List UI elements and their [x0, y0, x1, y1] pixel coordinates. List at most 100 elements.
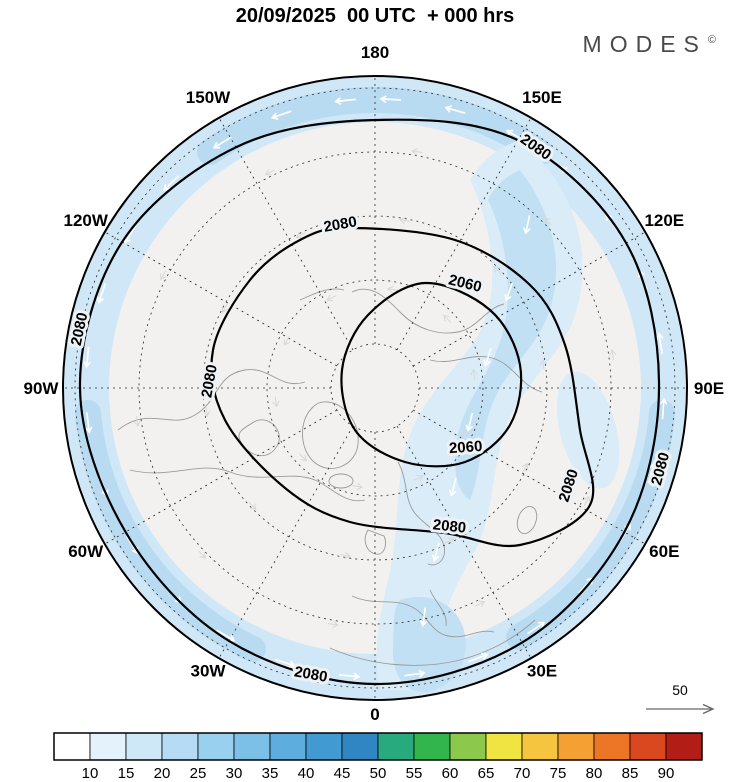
wind-arrow — [338, 674, 359, 678]
colorbar-tick: 45 — [334, 765, 351, 782]
longitude-label: 30E — [527, 661, 557, 680]
wind-arrow — [205, 406, 208, 417]
wind-arrow — [661, 399, 665, 420]
colorbar-tick: 35 — [262, 765, 279, 782]
wind-arrow-head — [416, 474, 424, 482]
meridian-line — [396, 425, 531, 658]
coastline-caspian — [516, 506, 538, 534]
wind-arrow — [472, 369, 476, 380]
wind-arrow — [544, 217, 552, 226]
colorbar-segment — [449, 732, 487, 761]
colorbar-tick: 40 — [298, 765, 315, 782]
wind-arrow-head — [96, 296, 105, 304]
wind-arrow-head — [283, 339, 291, 346]
wind-arrow — [326, 295, 337, 301]
colorbar-segment — [161, 732, 199, 761]
wind-arrow — [493, 266, 502, 275]
meridian-line — [105, 409, 338, 544]
colorbar-tick: 55 — [406, 765, 423, 782]
colorbar-segment — [665, 732, 703, 761]
colorbar-segment — [89, 732, 127, 761]
wind-arrow-head — [659, 397, 668, 405]
wind-arrow — [444, 538, 454, 544]
coastline-siberia — [351, 288, 505, 334]
wind-arrow-head — [379, 95, 387, 104]
wind-arrow-head — [203, 410, 211, 418]
wind-arrow-head — [353, 672, 361, 681]
colorbar: 10 15 20 25 30 35 40 45 50 55 60 65 70 75 80 85 90 — [53, 732, 703, 782]
wind-arrow — [274, 396, 278, 407]
meridian-line — [105, 232, 338, 367]
meridian-line — [219, 118, 354, 351]
wind-arrow-head — [609, 349, 617, 356]
map-content — [64, 77, 686, 699]
wind-arrow — [216, 629, 235, 642]
wind-arrow-head — [648, 462, 657, 470]
wind-arrow — [506, 130, 526, 142]
colorbar-tick: 85 — [622, 765, 639, 782]
wind-arrow-head — [481, 652, 489, 660]
wind-arrow-head — [505, 129, 514, 137]
wind-arrow — [222, 303, 228, 313]
wind-arrow-head — [583, 495, 590, 503]
wind-arrow-head — [356, 482, 364, 490]
longitude-labels: 180 150E 120E 90E 60E 30E 0 30W 60W 90W 120W 150W — [24, 43, 725, 724]
wind-arrow-head — [133, 420, 141, 427]
chart-title: 20/09/2025 00 UTC + 000 hrs — [236, 5, 515, 27]
colorbar-segment — [53, 732, 91, 761]
wind-arrow — [467, 412, 474, 431]
wind-arrow-head — [443, 314, 450, 322]
wind-arrow-head — [431, 554, 440, 562]
wind-arrow — [400, 219, 410, 222]
wind-arrow-head — [655, 332, 664, 340]
wind-arrow — [124, 225, 137, 243]
wind-arrow-head — [493, 266, 501, 273]
coastline — [129, 467, 366, 502]
colorbar-segment — [341, 732, 379, 761]
longitude-label: 180 — [361, 43, 389, 62]
colorbar-segment — [233, 732, 271, 761]
wind-arrow — [85, 346, 90, 367]
wind-arrow — [387, 288, 398, 291]
wind-arrow — [583, 496, 590, 506]
wind-arrow-head — [447, 537, 455, 545]
wind-arrow — [136, 415, 139, 426]
wind-arrow — [422, 607, 426, 626]
wind-arrow — [335, 98, 356, 103]
wind-arrow-head — [249, 503, 257, 510]
brand-logo: MODES© — [583, 31, 716, 57]
wind-arrow — [412, 150, 423, 154]
colorbar-tick: 20 — [154, 765, 171, 782]
wind-arrow — [272, 110, 292, 119]
coastline-iceland — [328, 473, 354, 489]
colorbar-segment — [413, 732, 451, 761]
wind-arrow-head — [300, 454, 307, 462]
wind-arrow — [274, 658, 295, 667]
wind-arrow — [352, 485, 363, 488]
wind-arrow — [505, 282, 513, 301]
colorbar-segment — [521, 732, 559, 761]
contour-2060 — [340, 281, 523, 468]
brand-copyright-mark: © — [708, 34, 716, 46]
wind-arrow-head — [539, 358, 547, 366]
wind-arrow-head — [288, 660, 296, 668]
wind-arrow — [248, 501, 257, 510]
wind-arrow — [327, 622, 338, 626]
colorbar-segment — [557, 732, 595, 761]
wind-arrow-head — [538, 621, 546, 629]
wind-arrow — [163, 175, 180, 191]
wind-arrow-head — [419, 619, 428, 627]
wind-arrow — [97, 283, 107, 303]
wind-arrow — [85, 412, 91, 433]
wind-arrow-head — [264, 168, 272, 176]
wind-arrow — [198, 550, 206, 559]
wind-arrow — [542, 359, 545, 370]
wind-arrow-head — [399, 217, 406, 225]
colorbar-tick: 70 — [514, 765, 531, 782]
colorbar-segment — [485, 732, 523, 761]
longitude-label: 0 — [370, 705, 379, 724]
wind-arrow-head — [84, 426, 93, 434]
wind-arrow-head — [560, 166, 568, 174]
wind-arrow-head — [326, 294, 334, 302]
